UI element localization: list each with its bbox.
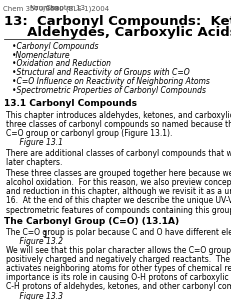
Text: 1: 1 [42, 231, 47, 240]
Text: 13.1 Carbonyl Compounds: 13.1 Carbonyl Compounds [4, 99, 137, 108]
Text: positively charged and negatively charged reactants.  The polar C=O group also: positively charged and negatively charge… [6, 255, 231, 264]
Text: later chapters.: later chapters. [6, 158, 62, 167]
Text: •C=O Influence on Reactivity of Neighboring Atoms: •C=O Influence on Reactivity of Neighbor… [12, 77, 210, 86]
Text: •Nomenclature: •Nomenclature [12, 50, 70, 59]
Text: 16.  At the end of this chapter we describe the unique UV-Visible, IR, and NMR: 16. At the end of this chapter we descri… [6, 196, 231, 206]
Text: alcohol oxidation.  For this reason, we also preview concepts of organic oxidati: alcohol oxidation. For this reason, we a… [6, 178, 231, 187]
Text: C=O group or carbonyl group (Figure 13.1).: C=O group or carbonyl group (Figure 13.1… [6, 129, 172, 138]
Text: Nauman: Nauman [30, 5, 59, 11]
Text: Figure 13.1: Figure 13.1 [10, 138, 63, 147]
Text: •Spectrometric Properties of Carbonyl Compounds: •Spectrometric Properties of Carbonyl Co… [12, 86, 206, 95]
Text: We will see that this polar character allows the C=O group to react with both: We will see that this polar character al… [6, 246, 231, 255]
Text: •Structural and Reactivity of Groups with C=O: •Structural and Reactivity of Groups wit… [12, 68, 189, 77]
Text: Figure 13.3: Figure 13.3 [10, 292, 63, 300]
Text: 13:  Carbonyl Compounds:  Ketones,: 13: Carbonyl Compounds: Ketones, [4, 15, 231, 28]
Text: The C=O group is polar because C and O have different electronegativities.: The C=O group is polar because C and O h… [6, 228, 231, 237]
Text: spectrometric features of compounds containing this group.: spectrometric features of compounds cont… [6, 206, 231, 214]
Text: These three classes are grouped together here because we can prepare them by: These three classes are grouped together… [6, 169, 231, 178]
Text: and reduction in this chapter, although we revisit it as a unified topic in Chap: and reduction in this chapter, although … [6, 187, 231, 196]
Text: The Carbonyl Group (C=O) (13.1A): The Carbonyl Group (C=O) (13.1A) [4, 217, 179, 226]
Text: This chapter introduces aldehydes, ketones, and carboxylic acids.  They are: This chapter introduces aldehydes, keton… [6, 111, 231, 120]
Text: Chapter 13: Chapter 13 [46, 5, 85, 11]
Text: C-H protons of aldehydes, ketones, and other carbonyl compounds, to be acidic.: C-H protons of aldehydes, ketones, and o… [6, 283, 231, 292]
Text: importance is its role in causing O-H protons of carboxylic acids, as well as th: importance is its role in causing O-H pr… [6, 273, 231, 282]
Text: There are additional classes of carbonyl compounds that we will introduce in: There are additional classes of carbonyl… [6, 149, 231, 158]
Text: activates neighboring atoms for other types of chemical reactions.  Of particula: activates neighboring atoms for other ty… [6, 264, 231, 273]
Text: Figure 13.2: Figure 13.2 [10, 237, 63, 246]
Text: •Carbonyl Compounds: •Carbonyl Compounds [12, 42, 98, 51]
Text: •Oxidation and Reduction: •Oxidation and Reduction [12, 59, 111, 68]
Text: Aldehydes, Carboxylic Acids: Aldehydes, Carboxylic Acids [4, 26, 231, 39]
Text: Chem 3570/3580 (BLS-1)2004: Chem 3570/3580 (BLS-1)2004 [3, 5, 109, 11]
Text: three classes of carbonyl compounds so named because they all contain the: three classes of carbonyl compounds so n… [6, 120, 231, 129]
